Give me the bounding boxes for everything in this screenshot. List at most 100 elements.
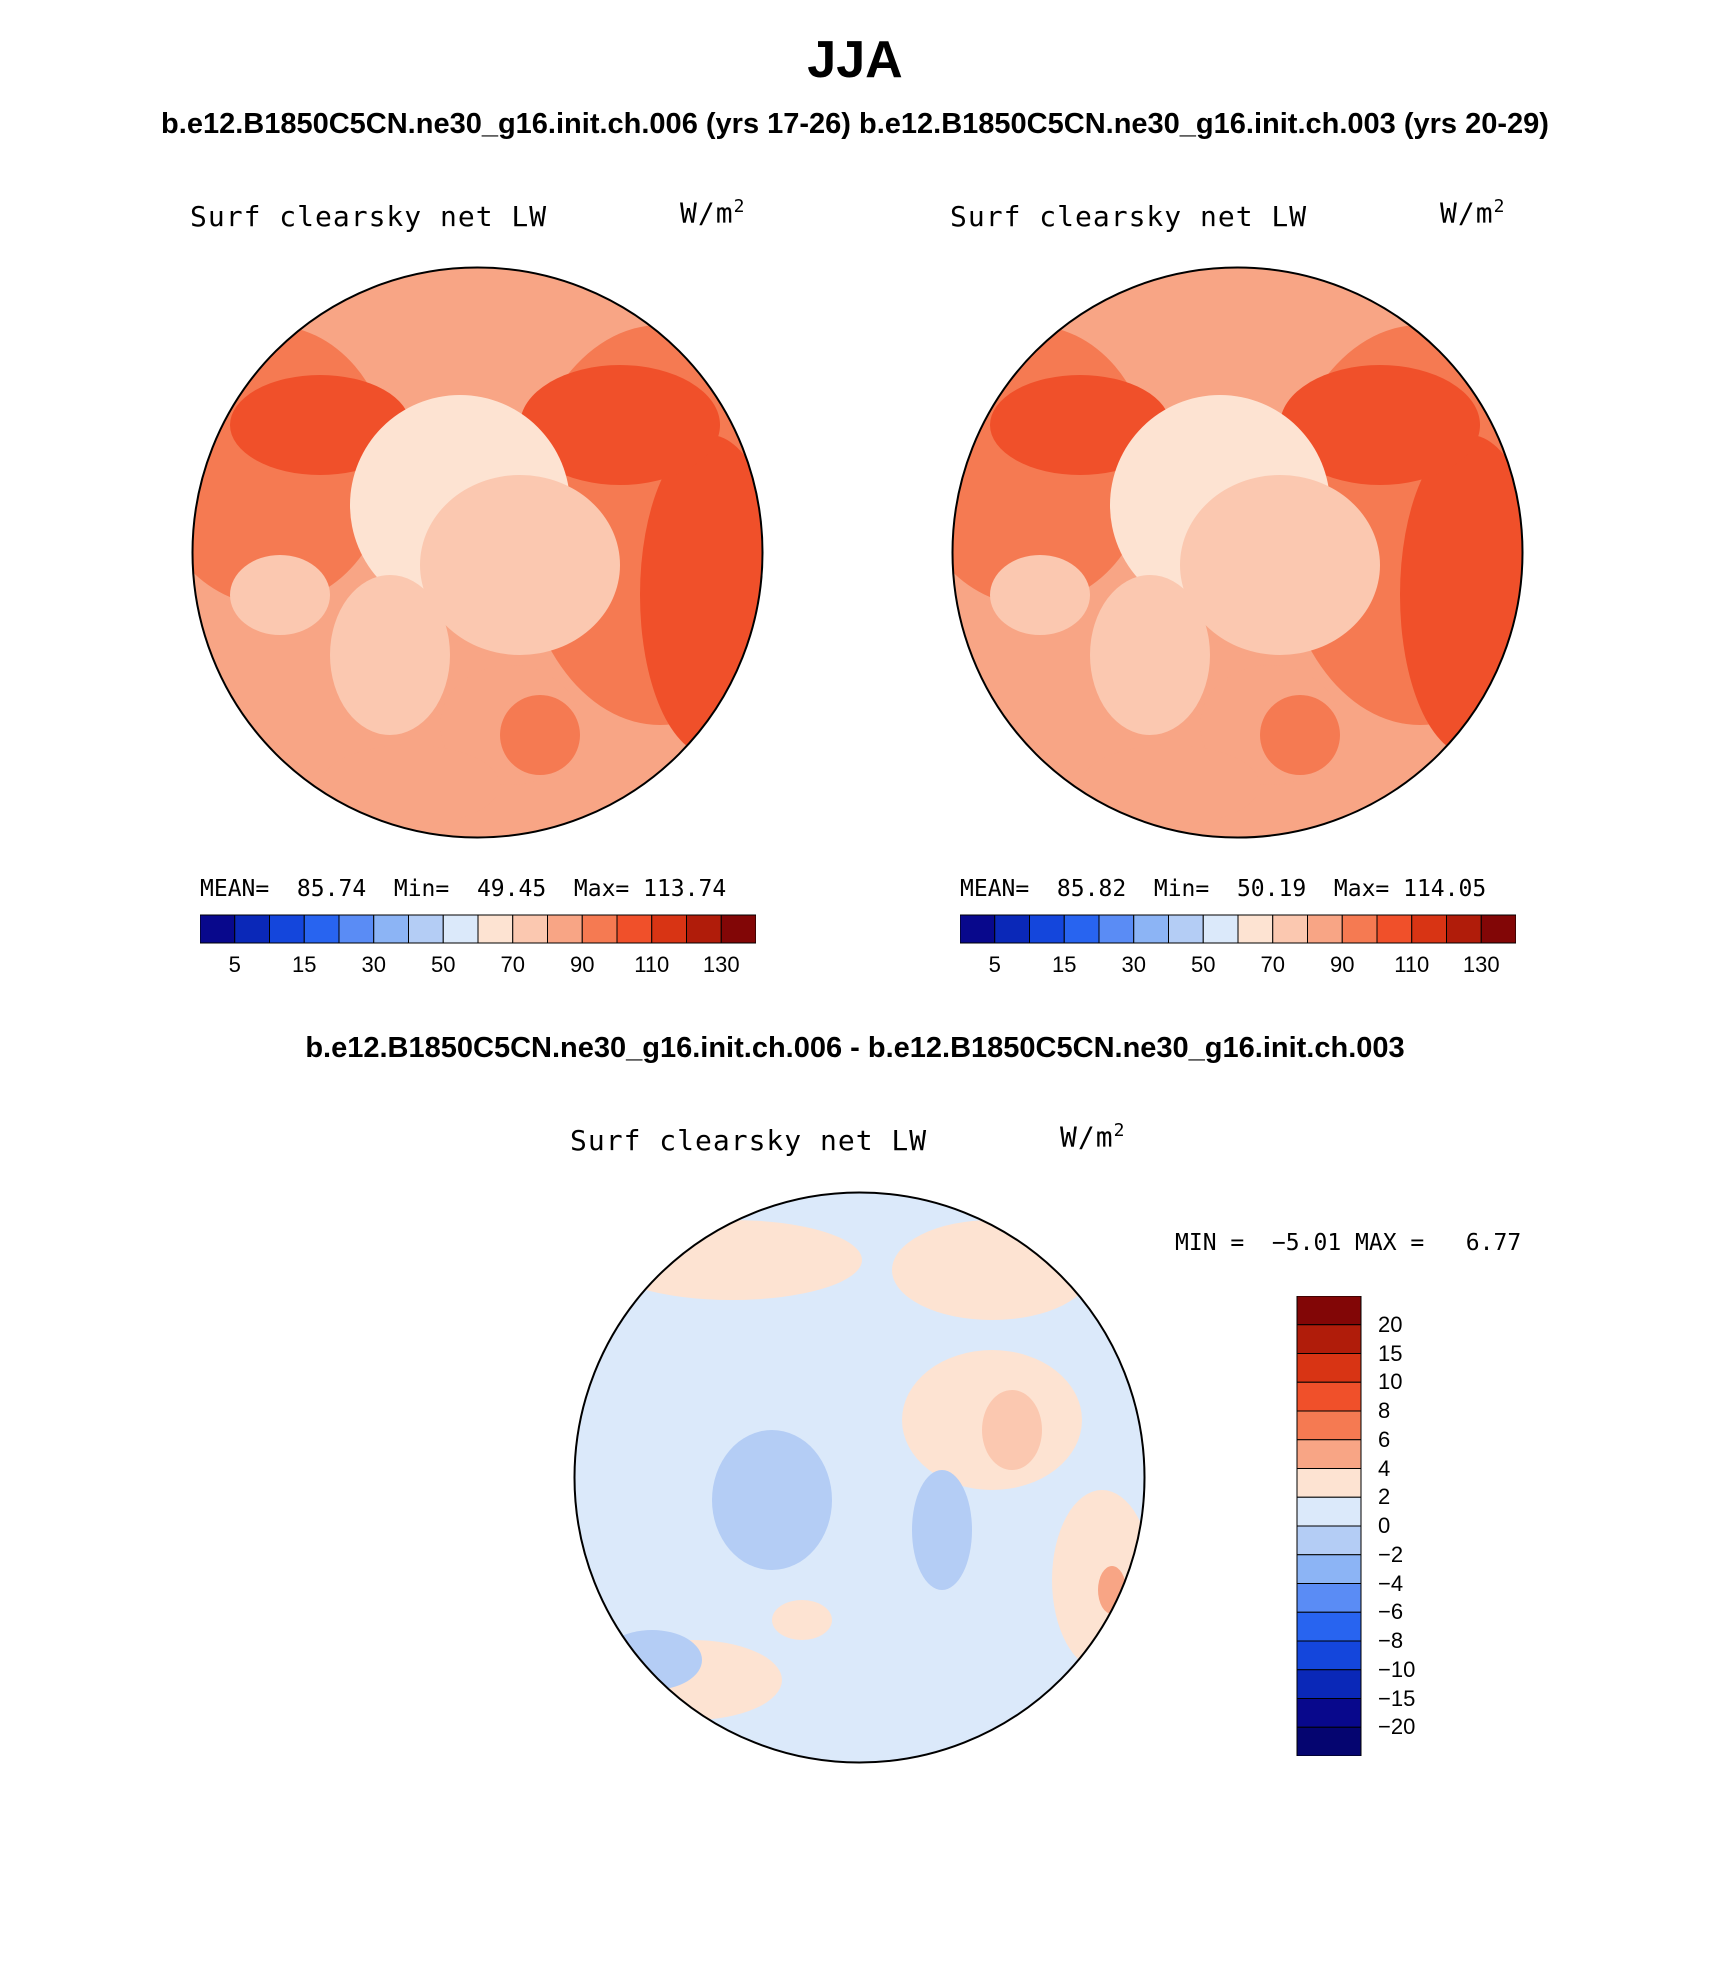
panel2-stats: MEAN= 85.82 Min= 50.19 Max= 114.05 [960, 876, 1487, 902]
map-shade-region [330, 575, 450, 735]
colorbar-box [1296, 1468, 1362, 1498]
colorbar-tick-label: −2 [1378, 1541, 1404, 1567]
panel2-field [952, 267, 1523, 838]
colorbar-box [512, 914, 548, 944]
subtitle: b.e12.B1850C5CN.ne30_g16.init.ch.006 (yr… [161, 108, 1549, 140]
colorbar-tick-label: 90 [570, 952, 595, 977]
colorbar-tick-label: 110 [1394, 952, 1430, 977]
panel1-stats: MEAN= 85.74 Min= 49.45 Max= 113.74 [200, 876, 727, 902]
colorbar-tick-label: −4 [1378, 1570, 1404, 1596]
colorbar-box [1296, 1669, 1362, 1699]
panel3-colorbar-ticks: 20 15 10 8 6 4 2 0 −2 −4 −6 −8 −10 −15 −20 [1370, 1296, 1450, 1756]
colorbar-box [616, 914, 653, 944]
panel1-units: W/m2 [680, 196, 746, 230]
colorbar-tick-label: −20 [1378, 1714, 1416, 1740]
panel2-colorbar-ticks: 5 15 30 50 70 90 110 130 [960, 952, 1516, 982]
panel1-map [191, 266, 764, 839]
colorbar-box [1296, 1410, 1362, 1441]
colorbar-box [1341, 914, 1378, 944]
panel1-map-border [191, 266, 764, 839]
colorbar-box [1296, 1324, 1362, 1354]
panel2-map-border [951, 266, 1524, 839]
colorbar-box [200, 914, 236, 944]
colorbar-tick-label: −15 [1378, 1685, 1416, 1711]
colorbar-box [477, 914, 514, 944]
colorbar-tick-label: 90 [1330, 952, 1355, 977]
colorbar-box [1411, 914, 1447, 944]
panel1-colorbar [200, 914, 756, 944]
colorbar-box [1029, 914, 1065, 944]
colorbar-box [1296, 1439, 1362, 1469]
colorbar-tick-label: 50 [431, 952, 456, 977]
colorbar-tick-label: 15 [292, 952, 317, 977]
colorbar-box [303, 914, 340, 944]
colorbar-box [994, 914, 1030, 944]
colorbar-tick-label: 30 [361, 952, 386, 977]
colorbar-box [1376, 914, 1413, 944]
map-shade-region [602, 1630, 702, 1690]
colorbar-tick-label: 130 [702, 952, 740, 977]
colorbar-box [373, 914, 409, 944]
colorbar-box [1296, 1726, 1362, 1756]
map-shade-region [500, 695, 580, 775]
colorbar-tick-label: 130 [1462, 952, 1500, 977]
panel2-label: Surf clearsky net LW [950, 200, 1308, 233]
panel3-units: W/m2 [1060, 1120, 1126, 1154]
colorbar-box [1202, 914, 1239, 944]
panel3-stats: MIN = −5.01 MAX = 6.77 [1175, 1230, 1522, 1256]
colorbar-box [1296, 1583, 1362, 1613]
map-shade-region [520, 365, 720, 485]
panel3-label: Surf clearsky net LW [570, 1124, 928, 1157]
colorbar-box [1237, 914, 1274, 944]
colorbar-tick-label: 10 [1378, 1369, 1403, 1395]
colorbar-box [338, 914, 375, 944]
colorbar-box [651, 914, 687, 944]
colorbar-tick-label: 20 [1378, 1311, 1403, 1337]
map-shade-region [320, 745, 500, 825]
map-shade-region [982, 1390, 1042, 1470]
colorbar-tick-label: 6 [1378, 1426, 1391, 1452]
panel2-map [951, 266, 1524, 839]
colorbar-tick-label: 0 [1378, 1513, 1391, 1538]
colorbar-box [547, 914, 583, 944]
colorbar-tick-label: 30 [1121, 952, 1146, 977]
colorbar-box [1296, 1525, 1362, 1556]
colorbar-box [1296, 1640, 1362, 1671]
map-shade-region [772, 1600, 832, 1640]
panel1-colorbar-ticks: 5 15 30 50 70 90 110 130 [200, 952, 756, 982]
colorbar-box [686, 914, 722, 944]
colorbar-tick-label: −10 [1378, 1656, 1416, 1682]
map-shade-region [892, 1220, 1092, 1320]
colorbar-tick-label: −6 [1378, 1599, 1404, 1625]
colorbar-box [1296, 1611, 1362, 1642]
colorbar-tick-label: 15 [1378, 1340, 1403, 1366]
map-shade-region [420, 475, 620, 655]
map-shade-region [712, 1430, 832, 1570]
panel3-map-border [573, 1191, 1146, 1764]
map-shade-region [230, 555, 330, 635]
panel3-colorbar [1296, 1296, 1362, 1756]
colorbar-box [1063, 914, 1100, 944]
colorbar-box [1296, 1353, 1362, 1383]
colorbar-box [234, 914, 270, 944]
colorbar-box [442, 914, 479, 944]
colorbar-box [1446, 914, 1482, 944]
colorbar-box [720, 914, 756, 944]
colorbar-box [1296, 1381, 1362, 1412]
colorbar-box [1296, 1554, 1362, 1584]
map-shade-region [1080, 745, 1260, 825]
main-title: JJA [807, 31, 903, 89]
colorbar-tick-label: 5 [988, 952, 1001, 977]
colorbar-box [1296, 1698, 1362, 1728]
colorbar-tick-label: −8 [1378, 1628, 1404, 1653]
colorbar-tick-label: 5 [228, 952, 241, 977]
colorbar-box [408, 914, 444, 944]
colorbar-box [1168, 914, 1204, 944]
colorbar-box [581, 914, 618, 944]
colorbar-tick-label: 70 [1260, 952, 1285, 977]
panel1-label: Surf clearsky net LW [190, 200, 548, 233]
panel2-units: W/m2 [1440, 196, 1506, 230]
map-shade-region [990, 555, 1090, 635]
map-shade-region [1090, 575, 1210, 735]
map-shade-region [1280, 365, 1480, 485]
